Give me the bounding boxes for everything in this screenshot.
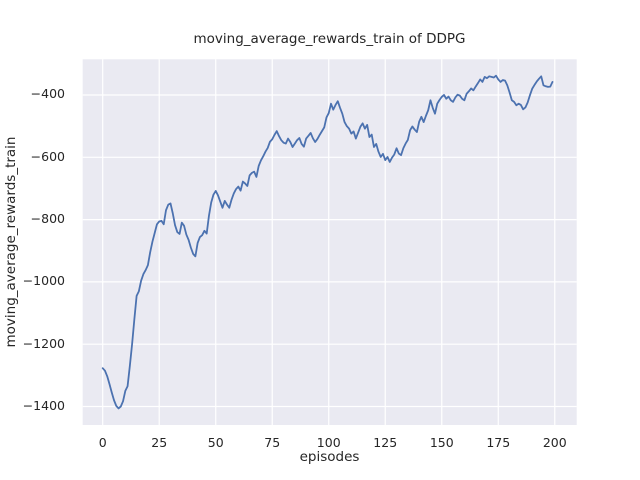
- x-tick-label: 50: [207, 435, 224, 450]
- y-tick-label: −800: [30, 211, 65, 227]
- chart-title: moving_average_rewards_train of DDPG: [193, 31, 466, 47]
- y-tick-label: −600: [30, 148, 65, 164]
- x-tick-label: 125: [373, 435, 398, 450]
- x-tick-label: 0: [98, 435, 107, 450]
- x-tick-label: 25: [151, 435, 168, 450]
- x-tick-label: 100: [316, 435, 341, 450]
- x-tick-label: 175: [486, 435, 511, 450]
- axes-background: [82, 59, 577, 426]
- x-tick-label: 150: [429, 435, 454, 450]
- x-tick-label: 200: [542, 435, 567, 450]
- x-tick-label: 75: [264, 435, 281, 450]
- y-tick-label: −1400: [22, 397, 65, 413]
- y-tick-label: −400: [30, 86, 65, 102]
- x-axis-label: episodes: [299, 449, 360, 465]
- y-tick-label: −1200: [22, 335, 65, 351]
- data-line: [101, 74, 554, 410]
- y-tick-label: −1000: [22, 273, 65, 289]
